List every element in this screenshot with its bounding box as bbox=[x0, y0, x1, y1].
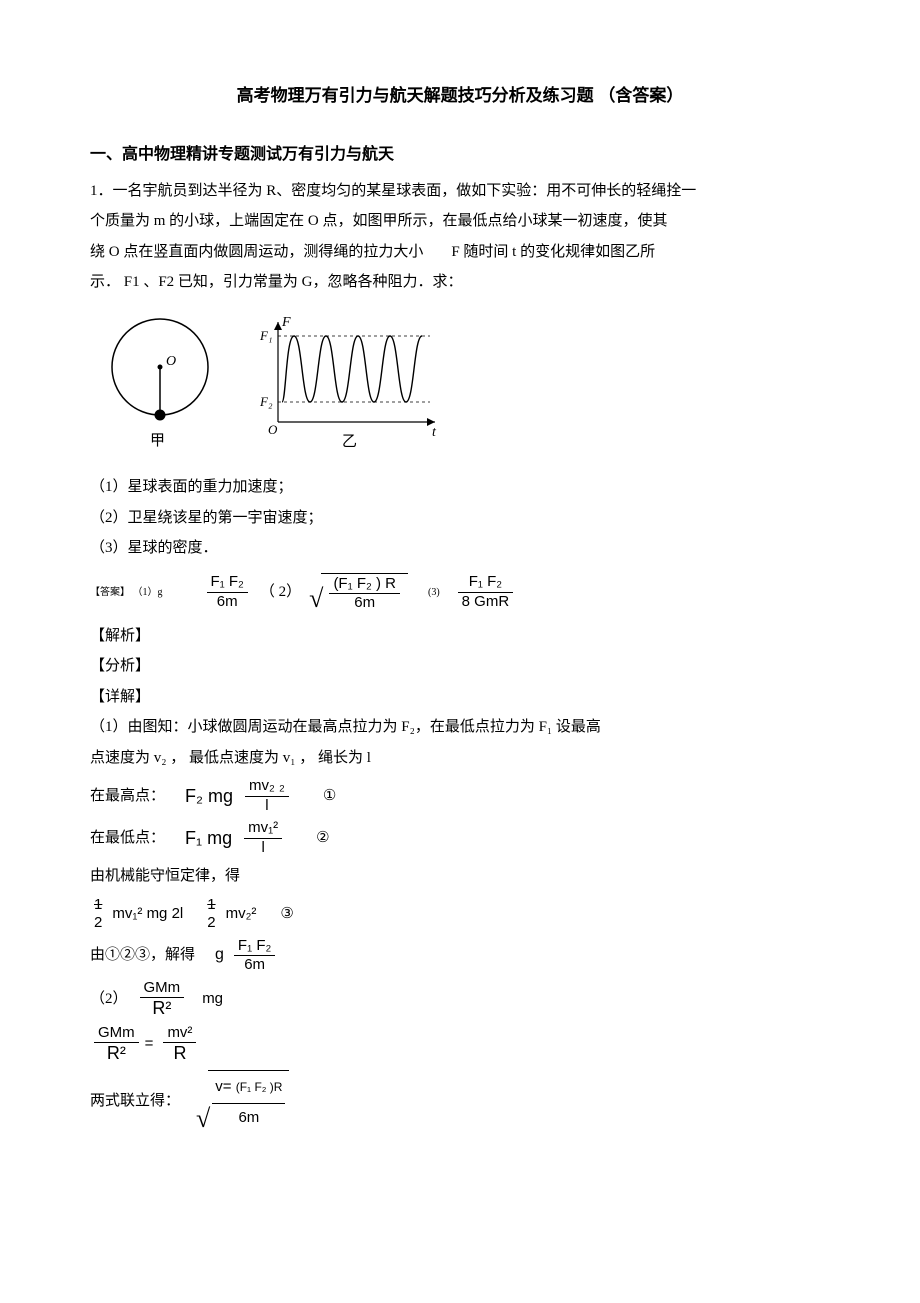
fraction: mv₁² l bbox=[244, 820, 282, 856]
label: 在最高点： bbox=[90, 782, 165, 811]
expr: = bbox=[145, 1030, 154, 1059]
expr: g bbox=[215, 940, 224, 970]
caption-yi: 乙 bbox=[342, 434, 357, 450]
label-O: O bbox=[166, 354, 176, 369]
marker: ① bbox=[323, 782, 336, 811]
sqrt: √ v= (F₁ F₂ )R 6m bbox=[196, 1070, 289, 1132]
den: l bbox=[244, 839, 282, 857]
text: (3) bbox=[428, 583, 440, 602]
den: 6m bbox=[207, 593, 248, 611]
label: 由①②③，解得 bbox=[90, 941, 195, 970]
expr: F₂ mg bbox=[185, 779, 233, 813]
den: R² bbox=[140, 998, 185, 1019]
expr: mv₁² mg 2l bbox=[112, 900, 183, 929]
fraction: F₁ F₂ 8 GmR bbox=[458, 574, 514, 610]
den: R² bbox=[94, 1043, 139, 1064]
question-line: 示． F1 、F2 已知，引力常量为 G，忽略各种阻力．求： bbox=[90, 268, 830, 297]
axis-t: t bbox=[432, 425, 437, 440]
num: mv₂ ₂ bbox=[245, 778, 289, 797]
label-F2: F₂ bbox=[259, 394, 273, 409]
subquestion: （2）卫星绕该星的第一宇宙速度； bbox=[90, 504, 830, 533]
subquestion: （3）星球的密度． bbox=[90, 534, 830, 563]
num: F₁ F₂ bbox=[458, 574, 514, 593]
expr: F₁ mg bbox=[185, 821, 232, 855]
den: l bbox=[245, 797, 289, 815]
heading: 【分析】 bbox=[90, 652, 830, 681]
den: 6m bbox=[234, 956, 275, 974]
label: 两式联立得： bbox=[90, 1087, 180, 1116]
solution-line: 点速度为 v₂ ， 最低点速度为 v₁ ， 绳长为 l bbox=[90, 744, 830, 773]
text: F 随时间 t 的变化规律如图乙所 bbox=[451, 244, 655, 260]
num: 1 bbox=[203, 897, 219, 915]
fraction: F₁ F₂ 6m bbox=[207, 574, 248, 610]
fraction: 1 2 bbox=[203, 897, 219, 932]
num: mv² bbox=[163, 1025, 196, 1044]
num: (F₁ F₂ ) R bbox=[329, 576, 400, 595]
heading: 【详解】 bbox=[90, 683, 830, 712]
label: （2） bbox=[90, 985, 128, 1014]
caption-jia: 甲 bbox=[150, 433, 165, 449]
equation-row: 在最低点： F₁ mg mv₁² l ② bbox=[90, 820, 830, 856]
fraction: GMm R² bbox=[140, 980, 185, 1019]
den: 6m bbox=[329, 594, 400, 612]
heading: 【解析】 bbox=[90, 622, 830, 651]
num: 1 bbox=[90, 897, 106, 915]
question-line: 1．一名宇航员到达半径为 R、密度均匀的某星球表面，做如下实验：用不可伸长的轻绳… bbox=[90, 177, 830, 206]
figure-svg: O 甲 F t F₁ F₂ O 乙 bbox=[90, 307, 450, 457]
den: 2 bbox=[203, 914, 219, 932]
equation-row: 由①②③，解得 g F₁ F₂ 6m bbox=[90, 938, 830, 974]
marker: ② bbox=[316, 824, 329, 853]
text: 绕 O 点在竖直面内做圆周运动，测得绳的拉力大小 bbox=[90, 244, 423, 260]
expr: mg bbox=[202, 985, 223, 1014]
expr: v= bbox=[215, 1078, 231, 1095]
sqrt: √ (F₁ F₂ ) R 6m bbox=[309, 573, 408, 612]
num: (F₁ F₂ )R bbox=[236, 1080, 283, 1094]
den: R bbox=[163, 1043, 196, 1064]
den: 8 GmR bbox=[458, 593, 514, 611]
den: 6m bbox=[212, 1104, 285, 1133]
equation-row: GMm R² = mv² R bbox=[90, 1025, 830, 1064]
page-title: 高考物理万有引力与航天解题技巧分析及练习题 （含答案） bbox=[90, 80, 830, 112]
answer-line: 【答案】 （1）g F₁ F₂ 6m （ 2） √ (F₁ F₂ ) R 6m … bbox=[90, 573, 830, 612]
label-F1: F₁ bbox=[259, 328, 272, 343]
num: F₁ F₂ bbox=[234, 938, 275, 957]
fraction: F₁ F₂ 6m bbox=[234, 938, 275, 974]
question-line: 个质量为 m 的小球，上端固定在 O 点，如图甲所示，在最低点给小球某一初速度，… bbox=[90, 207, 830, 236]
num: GMm bbox=[94, 1025, 139, 1044]
label-Oaxis: O bbox=[268, 422, 278, 437]
label: 在最低点： bbox=[90, 824, 165, 853]
equation-row: 在最高点： F₂ mg mv₂ ₂ l ① bbox=[90, 778, 830, 814]
solution-line: （1）由图知：小球做圆周运动在最高点拉力为 F₂，在最低点拉力为 F₁ 设最高 bbox=[90, 713, 830, 742]
num: F₁ F₂ bbox=[207, 574, 248, 593]
fraction: GMm R² bbox=[94, 1025, 139, 1064]
text: （ 2） bbox=[260, 578, 301, 607]
fraction: mv² R bbox=[163, 1025, 196, 1064]
marker: ③ bbox=[280, 900, 293, 929]
expr: mv₂² bbox=[226, 900, 257, 929]
section-heading: 一、高中物理精讲专题测试万有引力与航天 bbox=[90, 140, 830, 170]
fraction: 1 2 bbox=[90, 897, 106, 932]
den: 2 bbox=[90, 914, 106, 932]
num: mv₁² bbox=[244, 820, 282, 839]
num: GMm bbox=[140, 980, 185, 999]
figure-row: O 甲 F t F₁ F₂ O 乙 bbox=[90, 307, 830, 468]
equation-row: 1 2 mv₁² mg 2l 1 2 mv₂² ③ bbox=[90, 897, 830, 932]
equation-row: （2） GMm R² mg bbox=[90, 980, 830, 1019]
subquestion: （1）星球表面的重力加速度； bbox=[90, 473, 830, 502]
solution-line: 由机械能守恒定律，得 bbox=[90, 862, 830, 891]
equation-row: 两式联立得： √ v= (F₁ F₂ )R 6m bbox=[90, 1070, 830, 1132]
fraction: mv₂ ₂ l bbox=[245, 778, 289, 814]
axis-F: F bbox=[281, 315, 291, 330]
answer-lead: 【答案】 （1）g bbox=[90, 583, 163, 602]
question-line: 绕 O 点在竖直面内做圆周运动，测得绳的拉力大小 F 随时间 t 的变化规律如图乙… bbox=[90, 238, 830, 267]
